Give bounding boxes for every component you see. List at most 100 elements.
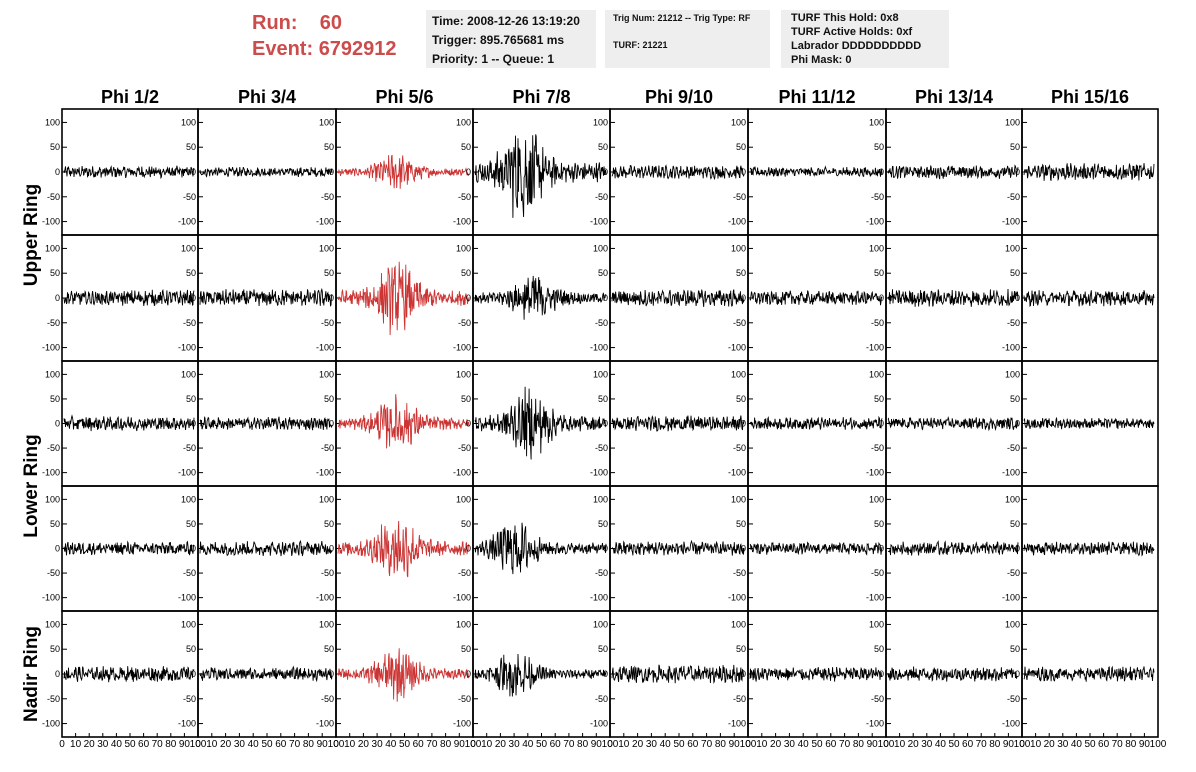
y-tick-label: 50 bbox=[874, 394, 884, 404]
y-tick-label: -100 bbox=[42, 593, 60, 603]
y-tick-label: 100 bbox=[456, 494, 471, 504]
y-tick-label: -100 bbox=[1002, 217, 1020, 227]
x-tick-label: 0 bbox=[745, 739, 751, 750]
y-tick-label: 50 bbox=[186, 644, 196, 654]
y-tick-label: 100 bbox=[456, 117, 471, 127]
y-tick-label: 0 bbox=[603, 419, 608, 429]
x-tick-label: 70 bbox=[839, 739, 851, 750]
y-tick-label: -100 bbox=[42, 719, 60, 729]
column-title: Phi 7/8 bbox=[512, 87, 570, 107]
y-tick-label: 50 bbox=[736, 644, 746, 654]
y-tick-label: 0 bbox=[879, 419, 884, 429]
x-tick-label: 10 bbox=[756, 739, 768, 750]
y-tick-label: 100 bbox=[593, 619, 608, 629]
y-tick-label: 50 bbox=[50, 644, 60, 654]
x-tick-label: 90 bbox=[1139, 739, 1151, 750]
waveform-trace bbox=[749, 415, 883, 431]
x-tick-label: 70 bbox=[289, 739, 301, 750]
x-tick-label: 70 bbox=[976, 739, 988, 750]
y-tick-label: 50 bbox=[598, 268, 608, 278]
x-tick-label: 70 bbox=[152, 739, 164, 750]
y-tick-label: -100 bbox=[316, 468, 334, 478]
x-tick-label: 0 bbox=[59, 739, 65, 750]
x-tick-label: 50 bbox=[673, 739, 685, 750]
x-tick-label: 30 bbox=[372, 739, 384, 750]
x-tick-label: 40 bbox=[111, 739, 123, 750]
run-label: Run: bbox=[252, 12, 298, 34]
y-tick-label: 100 bbox=[181, 243, 196, 253]
y-tick-label: 0 bbox=[55, 293, 60, 303]
time-text: Time: 2008-12-26 13:19:20 bbox=[432, 14, 580, 28]
x-tick-label: 40 bbox=[660, 739, 672, 750]
y-tick-label: -50 bbox=[733, 568, 746, 578]
y-tick-label: 0 bbox=[466, 544, 471, 554]
y-tick-label: 50 bbox=[736, 268, 746, 278]
y-tick-label: -100 bbox=[453, 468, 471, 478]
column-title: Phi 9/10 bbox=[645, 87, 713, 107]
waveform-trace bbox=[63, 414, 195, 432]
y-tick-label: 0 bbox=[1015, 293, 1020, 303]
x-tick-label: 100 bbox=[602, 739, 619, 750]
y-tick-label: 0 bbox=[1015, 419, 1020, 429]
ring-label: Nadir Ring bbox=[21, 626, 42, 722]
y-tick-label: -50 bbox=[183, 192, 196, 202]
turf-num-text: TURF: 21221 bbox=[613, 40, 668, 50]
x-tick-label: 10 bbox=[618, 739, 630, 750]
waveform-trace bbox=[199, 416, 333, 431]
waveform-trace bbox=[749, 666, 883, 682]
x-tick-label: 100 bbox=[1150, 739, 1167, 750]
waveform-trace bbox=[199, 539, 333, 557]
waveform-trace bbox=[611, 539, 745, 556]
y-tick-label: 100 bbox=[593, 117, 608, 127]
y-tick-label: 50 bbox=[598, 519, 608, 529]
y-tick-label: 100 bbox=[319, 494, 334, 504]
y-tick-label: -100 bbox=[866, 593, 884, 603]
y-tick-label: 50 bbox=[324, 142, 334, 152]
waveform-trace bbox=[63, 540, 195, 556]
waveform-trace bbox=[749, 165, 883, 178]
y-tick-label: -50 bbox=[183, 443, 196, 453]
x-tick-label: 70 bbox=[563, 739, 575, 750]
x-tick-label: 30 bbox=[784, 739, 796, 750]
y-tick-label: 100 bbox=[731, 243, 746, 253]
y-tick-label: 0 bbox=[603, 293, 608, 303]
waveform-trace bbox=[474, 386, 607, 460]
x-tick-label: 60 bbox=[550, 739, 562, 750]
x-tick-label: 80 bbox=[715, 739, 727, 750]
y-tick-label: 0 bbox=[603, 167, 608, 177]
x-tick-label: 90 bbox=[1003, 739, 1015, 750]
x-tick-label: 50 bbox=[399, 739, 411, 750]
y-tick-label: -100 bbox=[590, 217, 608, 227]
x-tick-label: 0 bbox=[883, 739, 889, 750]
y-tick-label: 0 bbox=[1015, 669, 1020, 679]
x-tick-label: 0 bbox=[607, 739, 613, 750]
y-tick-label: -50 bbox=[183, 694, 196, 704]
y-tick-label: -50 bbox=[47, 568, 60, 578]
y-tick-label: 50 bbox=[50, 394, 60, 404]
y-tick-label: 100 bbox=[319, 619, 334, 629]
y-tick-label: -100 bbox=[866, 217, 884, 227]
y-tick-label: 0 bbox=[879, 669, 884, 679]
x-tick-label: 20 bbox=[770, 739, 782, 750]
ring-label: Upper Ring bbox=[21, 184, 42, 286]
x-tick-label: 10 bbox=[70, 739, 82, 750]
x-tick-label: 80 bbox=[989, 739, 1001, 750]
x-tick-label: 90 bbox=[591, 739, 603, 750]
waveform-trace bbox=[1023, 290, 1155, 308]
x-tick-label: 60 bbox=[962, 739, 974, 750]
y-tick-label: 100 bbox=[181, 619, 196, 629]
y-tick-label: 50 bbox=[186, 268, 196, 278]
x-tick-label: 100 bbox=[740, 739, 757, 750]
y-tick-label: 0 bbox=[466, 293, 471, 303]
x-tick-label: 40 bbox=[385, 739, 397, 750]
y-tick-label: 0 bbox=[466, 669, 471, 679]
y-tick-label: -100 bbox=[728, 719, 746, 729]
x-tick-label: 70 bbox=[426, 739, 438, 750]
x-tick-label: 30 bbox=[646, 739, 658, 750]
y-tick-label: 100 bbox=[593, 369, 608, 379]
waveform-trace bbox=[887, 666, 1019, 682]
x-tick-label: 10 bbox=[344, 739, 356, 750]
x-tick-label: 10 bbox=[481, 739, 493, 750]
x-tick-label: 30 bbox=[234, 739, 246, 750]
waveform-trace bbox=[63, 666, 195, 683]
